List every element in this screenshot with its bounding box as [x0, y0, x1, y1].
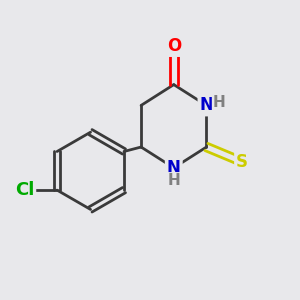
Text: H: H [167, 173, 180, 188]
Text: Cl: Cl [15, 181, 34, 199]
Text: S: S [236, 153, 248, 171]
Text: N: N [200, 96, 213, 114]
Text: H: H [213, 95, 225, 110]
Text: O: O [167, 37, 181, 55]
Text: N: N [167, 159, 181, 177]
